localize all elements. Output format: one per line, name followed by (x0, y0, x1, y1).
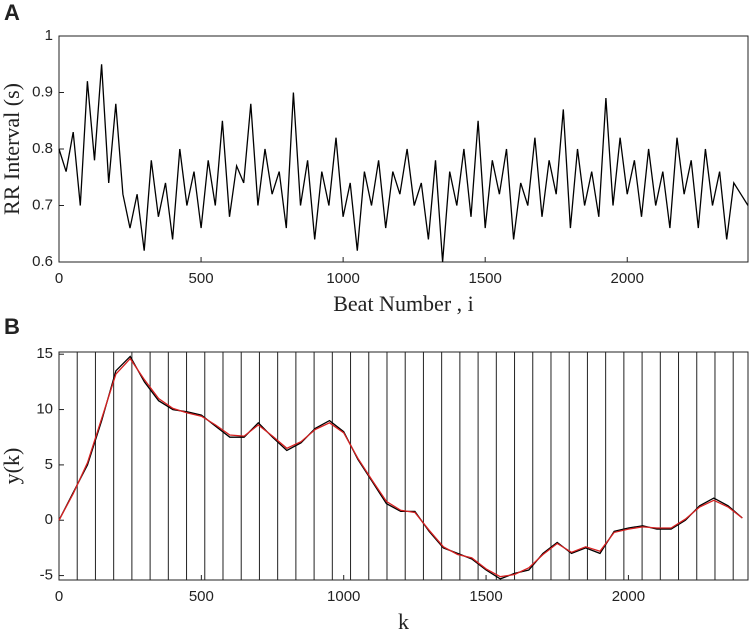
y-tick-label: 0.8 (32, 140, 53, 157)
y-tick-label: -5 (40, 567, 53, 584)
plot-area (58, 35, 749, 263)
x-tick-label: 1000 (326, 270, 359, 287)
x-axis-label: Beat Number , i (333, 291, 474, 316)
y-tick-label: 1 (45, 27, 53, 44)
y-axis-label: y(k) (0, 448, 24, 485)
x-tick-label: 500 (189, 270, 214, 287)
x-tick-label: 1500 (468, 270, 501, 287)
data-line (58, 64, 749, 263)
x-tick-label: 0 (55, 588, 63, 605)
y-tick-label: 0 (45, 511, 53, 528)
x-axis-label: k (398, 609, 409, 632)
x-tick-label: 1000 (327, 588, 360, 605)
panel-label: B (4, 314, 20, 339)
y-tick-label: 10 (36, 401, 53, 418)
x-tick-label: 1500 (469, 588, 502, 605)
x-tick-label: 500 (189, 588, 214, 605)
data-line (58, 357, 743, 578)
x-tick-label: 0 (55, 270, 63, 287)
plot-area (58, 351, 749, 581)
y-tick-label: 0.9 (32, 83, 53, 100)
data-line (58, 355, 743, 580)
y-tick-label: 15 (36, 345, 53, 362)
y-axis-label: RR Interval (s) (0, 83, 24, 215)
y-tick-label: 0.7 (32, 196, 53, 213)
x-tick-label: 2000 (612, 588, 645, 605)
y-tick-label: 0.6 (32, 253, 53, 270)
x-tick-label: 2000 (611, 270, 644, 287)
panel-label: A (4, 0, 20, 25)
y-tick-label: 5 (45, 456, 53, 473)
